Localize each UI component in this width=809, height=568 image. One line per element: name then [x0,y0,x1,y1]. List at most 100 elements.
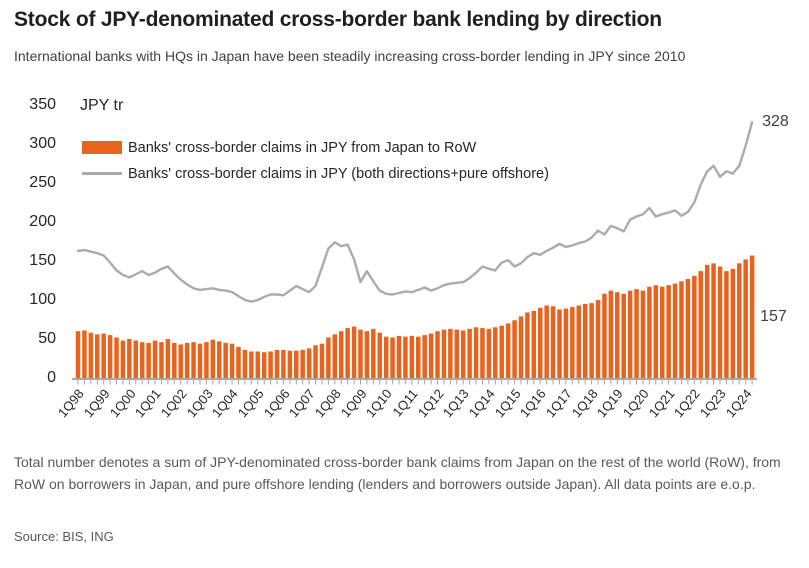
bar [306,348,312,378]
total-claims-line [76,120,754,303]
legend-label: Banks' cross-border claims in JPY from J… [128,139,477,156]
bar [146,342,151,378]
bar [428,333,434,378]
bar [242,349,248,378]
bar [659,286,665,378]
bar [711,263,716,378]
bar-end-value-label: 157 [760,308,787,325]
bar [749,255,755,378]
bar [467,328,472,378]
line-series-swatch [82,172,122,175]
bar [653,285,659,378]
bar [743,259,748,378]
bar [557,309,562,378]
y-tick-label: 300 [29,135,56,152]
bar [480,328,485,378]
bar [165,339,171,378]
bar [184,342,190,378]
bar [172,342,177,378]
bar [261,352,267,378]
bar [550,306,556,378]
bar [486,328,492,378]
bar [300,349,305,378]
bar [377,332,382,378]
source-line: Source: BIS, ING [14,529,114,544]
y-tick-label: 150 [29,252,56,269]
bar [537,307,543,378]
bar [730,268,736,378]
bar [338,331,344,378]
bar [152,340,158,378]
bar [332,334,338,378]
bar [351,326,357,378]
bar [133,340,139,378]
bar [666,285,671,378]
bar [512,320,517,378]
page-title: Stock of JPY-denominated cross-border ba… [14,8,662,31]
bar [454,329,460,378]
bar [197,343,203,378]
bar [460,330,466,378]
bar [615,292,620,378]
bar [281,349,286,378]
bar [621,293,626,378]
y-tick-label: 200 [29,213,56,230]
legend-item-bars: Banks' cross-border claims in JPY from J… [82,137,549,158]
bar [107,335,113,378]
bar [114,337,119,378]
bar [319,343,325,378]
y-tick-label: 50 [38,330,56,347]
chart-subtitle: International banks with HQs in Japan ha… [14,48,686,64]
bar [159,342,164,378]
y-tick-label: 100 [29,291,56,308]
bar [576,305,582,378]
bar [313,345,318,378]
bar [698,271,703,378]
bar [582,303,588,378]
bar [525,312,530,378]
bar [255,351,261,378]
bar [127,339,132,378]
bar [268,351,273,378]
bar [120,340,126,378]
bar [178,344,183,378]
bar [647,286,652,378]
legend-label: Banks' cross-border claims in JPY (both … [128,165,549,182]
bar [518,316,524,378]
bar [724,271,729,378]
bar [204,342,209,378]
bar [595,300,601,378]
bar [685,278,691,378]
bar [216,341,222,378]
bar [101,333,106,378]
bar [717,266,723,378]
bar-series-swatch [82,141,122,154]
bar [692,275,697,378]
bar [210,339,216,378]
bar [236,346,241,378]
bar [473,327,479,378]
bar [531,310,537,378]
bar [608,290,614,378]
chart-footnote: Total number denotes a sum of JPY-denomi… [14,454,781,492]
bar [294,350,299,378]
bar [737,263,742,378]
bar [448,328,453,378]
bar [403,336,408,378]
bar [383,336,389,378]
bar [563,308,569,378]
bar [499,325,504,378]
bar [505,323,511,378]
line-end-value-label: 328 [762,113,789,131]
bar [326,337,331,378]
bar [589,303,594,378]
y-tick-label: 0 [47,369,56,386]
bar [95,334,100,378]
bar [249,351,254,378]
bar [409,335,415,378]
bar [570,307,575,378]
bar [679,281,684,378]
bar [82,330,87,378]
